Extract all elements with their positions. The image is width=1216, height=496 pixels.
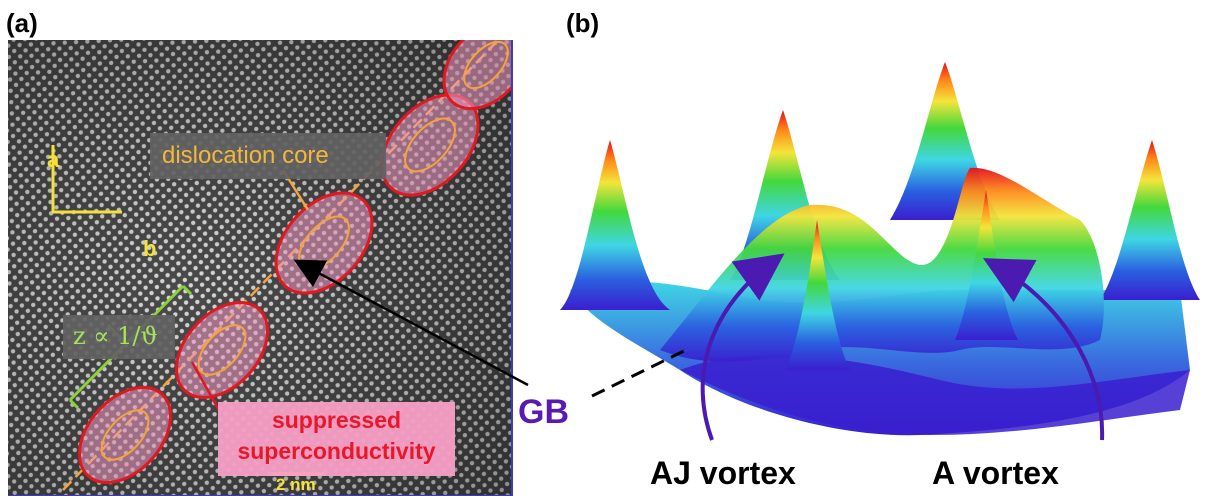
suppressed-superconductivity-tag: suppressed superconductivity (218, 402, 455, 476)
suppressed-label-line2: superconductivity (237, 438, 436, 464)
axis-b-label: b (143, 236, 157, 261)
panel-b-label: (b) (566, 8, 600, 38)
crystal-axes-indicator (51, 145, 122, 214)
vortex-peak (785, 220, 850, 370)
spacing-formula-label: z ∝ 1/ϑ (73, 322, 158, 350)
dislocation-core (78, 386, 172, 484)
spacing-formula-tag: z ∝ 1/ϑ (63, 315, 175, 359)
a-vortex-label: A vortex (932, 455, 1059, 491)
suppressed-pointer (190, 361, 222, 413)
aj-vortex-label: AJ vortex (650, 455, 796, 491)
axis-a-label: a (47, 147, 60, 172)
tem-micrograph-panel: dislocation core z ∝ 1/ϑ suppressed supe… (8, 40, 513, 496)
suppressed-label-line1: suppressed (271, 407, 402, 433)
vortex-peak (1100, 140, 1200, 300)
gb-label: GB (518, 393, 569, 431)
panel-a-label: (a) (6, 8, 38, 38)
dislocation-core-label: dislocation core (162, 142, 329, 169)
scale-bar-label: 2 nm (276, 475, 316, 494)
dislocation-core-tag: dislocation core (150, 133, 386, 179)
vortex-surface-plot (560, 62, 1200, 436)
grain-boundary-ridge (660, 167, 1104, 362)
vortex-peak (560, 140, 670, 310)
dislocation-core (442, 40, 511, 111)
